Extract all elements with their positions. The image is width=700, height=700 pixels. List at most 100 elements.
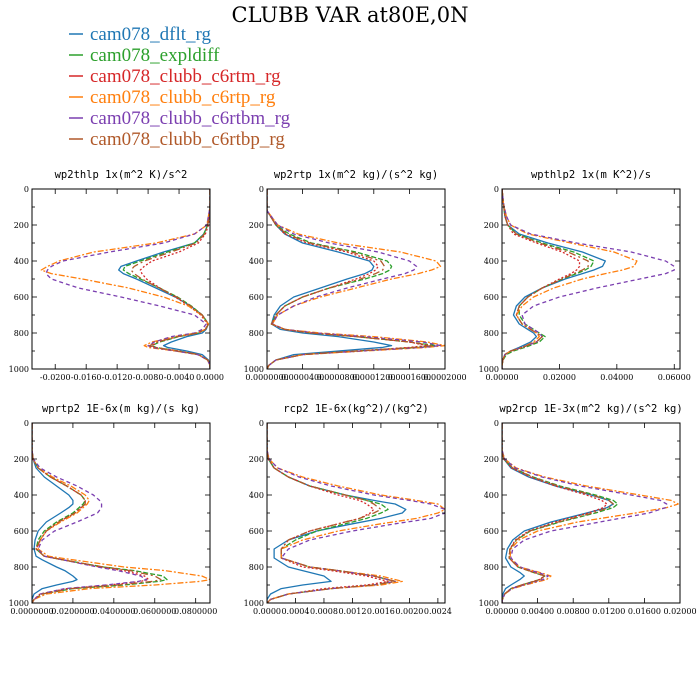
- y-tick-label: 200: [484, 455, 499, 464]
- y-tick-label: 800: [484, 329, 499, 338]
- series-line: [502, 189, 589, 369]
- chart-title: wp2thlp 1x(m^2 K)/s^2: [55, 169, 188, 181]
- series-line: [118, 189, 210, 369]
- chart-title: wp2rcp 1E-3x(m^2 kg)/(s^2 kg): [499, 403, 682, 415]
- series-line: [267, 189, 442, 369]
- plot-frame: [501, 188, 681, 370]
- y-tick-label: 600: [14, 293, 29, 302]
- series-line: [32, 423, 148, 603]
- y-tick-label: 0: [259, 419, 264, 428]
- x-tick-label: -0.0200: [40, 373, 71, 382]
- x-tick-label: 0.0000: [196, 373, 224, 382]
- series-line: [502, 423, 619, 603]
- chart-panel: wprtp2 1E-6x(m kg)/(s kg) 0 200 400 600 800 10…: [9, 403, 218, 616]
- x-tick-label: 0.0000000: [245, 373, 288, 382]
- chart-panel: wpthlp2 1x(m K^2)/s 0 200 400 600 800 10000.00…: [479, 169, 691, 382]
- series-line: [502, 189, 606, 369]
- y-tick-label: 200: [249, 221, 264, 230]
- series-line: [139, 189, 210, 369]
- chart-panel: rcp2 1E-6x(kg^2)/(kg^2) 0 200 400 600 800 1000…: [244, 403, 452, 616]
- x-tick-label: 0.0600000: [133, 607, 176, 616]
- legend: cam078_dflt_rgcam078_expldiffcam078_club…: [69, 24, 291, 150]
- legend-entry: cam078_expldiff: [69, 45, 220, 66]
- legend-label: cam078_clubb_c6rtbm_rg: [90, 108, 291, 129]
- series-group: [267, 423, 445, 603]
- legend-entry: cam078_clubb_c6rtbp_rg: [69, 129, 285, 150]
- y-tick-label: 600: [249, 293, 264, 302]
- y-tick-label: 0: [494, 419, 499, 428]
- series-line: [502, 189, 581, 369]
- y-tick-label: 1000: [244, 365, 264, 374]
- y-tick-label: 1000: [479, 365, 499, 374]
- y-tick-label: 400: [484, 491, 499, 500]
- chart-title: wprtp2 1E-6x(m kg)/(s kg): [42, 403, 200, 415]
- y-tick-label: 600: [484, 527, 499, 536]
- x-tick-label: 0.0012: [338, 607, 366, 616]
- y-tick-label: 200: [484, 221, 499, 230]
- x-tick-label: -0.0160: [71, 373, 102, 382]
- series-line: [32, 423, 78, 603]
- series-line: [267, 423, 407, 603]
- y-tick-label: 800: [14, 563, 29, 572]
- y-tick-label: 800: [249, 563, 264, 572]
- y-tick-label: 0: [24, 185, 29, 194]
- y-tick-label: 1000: [9, 599, 29, 608]
- series-line: [267, 423, 445, 603]
- series-line: [267, 423, 389, 603]
- series-line: [32, 423, 168, 603]
- y-tick-label: 1000: [244, 599, 264, 608]
- series-line: [130, 189, 210, 369]
- chart-panel: wp2thlp 1x(m^2 K)/s^2 0 200 400 600 800 1000 -0…: [9, 169, 224, 382]
- series-line: [502, 189, 638, 369]
- series-group: [502, 423, 679, 603]
- x-tick-label: -0.0120: [102, 373, 133, 382]
- series-line: [32, 423, 150, 603]
- x-tick-label: 0.0001600: [388, 373, 431, 382]
- x-tick-label: 0.0001200: [352, 373, 395, 382]
- legend-entry: cam078_clubb_c6rtbm_rg: [69, 108, 291, 129]
- y-tick-label: 1000: [9, 365, 29, 374]
- x-tick-label: 0.0020: [395, 607, 423, 616]
- y-tick-label: 400: [14, 491, 29, 500]
- x-tick-label: -0.0080: [133, 373, 164, 382]
- x-tick-label: 0.04000: [600, 373, 633, 382]
- legend-entry: cam078_clubb_c6rtm_rg: [69, 66, 281, 87]
- chart-title: wp2rtp 1x(m^2 kg)/(s^2 kg): [274, 169, 438, 181]
- y-tick-label: 400: [249, 257, 264, 266]
- x-tick-label: 0.00400: [521, 607, 554, 616]
- y-tick-label: 600: [14, 527, 29, 536]
- y-tick-label: 200: [249, 455, 264, 464]
- x-tick-label: 0.01200: [592, 607, 625, 616]
- y-tick-label: 200: [14, 455, 29, 464]
- x-tick-label: 0.0000400: [281, 373, 324, 382]
- series-group: [32, 423, 210, 603]
- x-tick-label: 0.0008: [310, 607, 338, 616]
- x-tick-label: 0.0800000: [174, 607, 217, 616]
- legend-label: cam078_expldiff: [90, 45, 220, 66]
- legend-label: cam078_dflt_rg: [90, 24, 212, 45]
- y-tick-label: 800: [484, 563, 499, 572]
- y-tick-label: 400: [14, 257, 29, 266]
- x-tick-label: 0.0016: [367, 607, 395, 616]
- x-tick-label: 0.00000: [485, 607, 518, 616]
- x-tick-label: -0.0040: [164, 373, 195, 382]
- plot-frame: [31, 422, 211, 604]
- x-tick-label: 0.0024: [424, 607, 452, 616]
- y-tick-label: 600: [249, 527, 264, 536]
- x-tick-label: 0.02000: [543, 373, 576, 382]
- panels: wp2thlp 1x(m^2 K)/s^2 0 200 400 600 800 1000 -0…: [9, 169, 697, 616]
- chart-panel: wp2rcp 1E-3x(m^2 kg)/(s^2 kg)0 200 400 600 8…: [479, 403, 697, 616]
- y-tick-label: 400: [484, 257, 499, 266]
- figure-title: CLUBB VAR at80E,0N: [232, 3, 469, 27]
- series-group: [267, 189, 445, 369]
- y-tick-label: 1000: [479, 599, 499, 608]
- chart-panel: wp2rtp 1x(m^2 kg)/(s^2 kg) 0 200 400 600 800 1…: [244, 169, 467, 382]
- x-tick-label: 0.00800: [557, 607, 590, 616]
- y-tick-label: 200: [14, 221, 29, 230]
- y-tick-label: 800: [249, 329, 264, 338]
- x-tick-label: 0.01600: [628, 607, 661, 616]
- series-line: [45, 189, 210, 369]
- x-tick-label: 0.0000: [253, 607, 281, 616]
- legend-label: cam078_clubb_c6rtm_rg: [90, 66, 281, 87]
